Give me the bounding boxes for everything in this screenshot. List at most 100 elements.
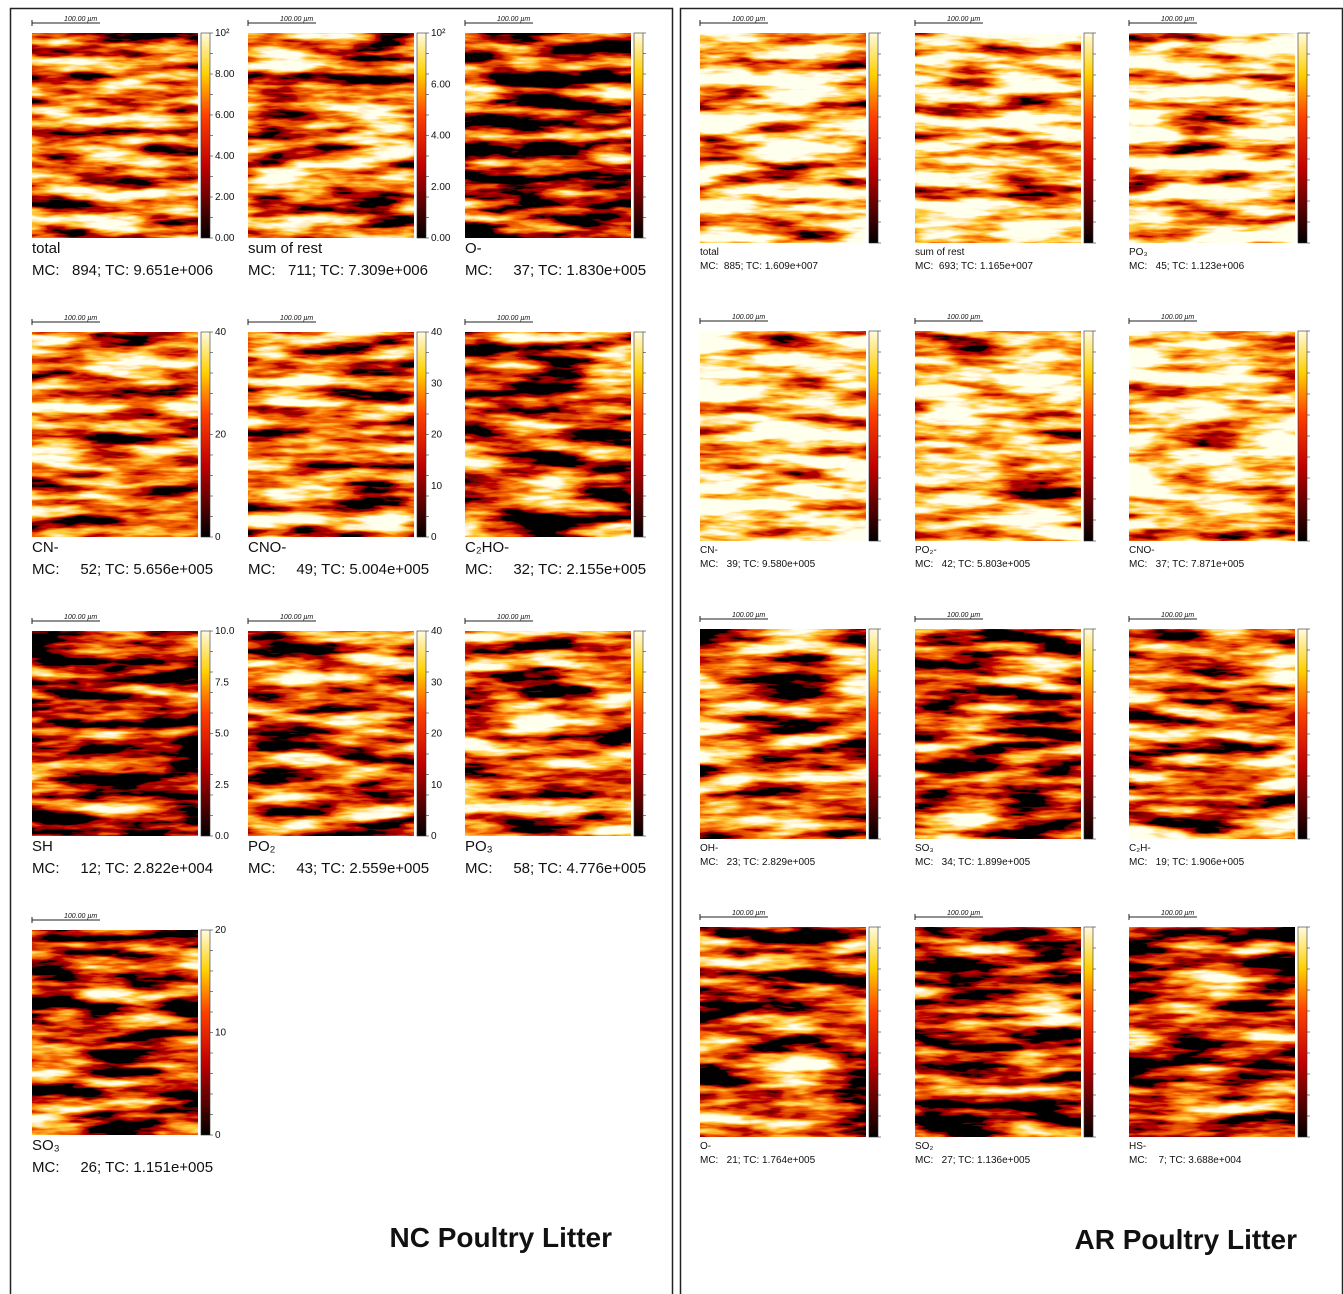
ion-map: 100.00 µm10²8.006.004.002.000.00totalMC:…: [32, 16, 235, 279]
colorbar: [417, 33, 426, 238]
map-stats: MC: 39; TC: 9.580e+005: [700, 559, 816, 570]
scale-bar-label: 100.00 µm: [280, 315, 313, 322]
map-stats: MC: 34; TC: 1.899e+005: [915, 857, 1031, 868]
panel-title: AR Poultry Litter: [1075, 1224, 1298, 1255]
scale-bar-label: 100.00 µm: [732, 612, 765, 619]
map-stats: MC: 12; TC: 2.822e+004: [32, 860, 213, 877]
scale-bar-label: 100.00 µm: [64, 614, 97, 621]
ion-map: 100.00 µmO-MC: 37; TC: 1.830e+005: [465, 16, 646, 279]
scale-bar-label: 100.00 µm: [1161, 910, 1194, 917]
map-image: [465, 631, 631, 836]
map-image: [915, 927, 1081, 1137]
colorbar-tick-label: 7.5: [215, 677, 229, 688]
colorbar-tick-label: 20: [431, 430, 443, 441]
colorbar: [869, 33, 878, 243]
map-label: SH: [32, 838, 53, 855]
scale-bar-label: 100.00 µm: [497, 614, 530, 621]
colorbar: [1298, 331, 1307, 541]
scale-bar-label: 100.00 µm: [280, 16, 313, 23]
colorbar-tick-label: 10.0: [215, 626, 235, 637]
scale-bar-label: 100.00 µm: [64, 913, 97, 920]
map-image: [32, 631, 198, 836]
colorbar-tick-label: 10²: [215, 28, 230, 39]
map-stats: MC: 37; TC: 7.871e+005: [1129, 559, 1245, 570]
colorbar-tick-label: 40: [431, 626, 443, 637]
colorbar-tick-label: 0.00: [431, 233, 451, 244]
map-image: [248, 332, 414, 537]
map-stats: MC: 21; TC: 1.764e+005: [700, 1155, 816, 1166]
map-stats: MC: 26; TC: 1.151e+005: [32, 1159, 213, 1176]
map-label: PO₂-: [915, 545, 937, 556]
colorbar: [1084, 33, 1093, 243]
scale-bar-label: 100.00 µm: [1161, 612, 1194, 619]
colorbar: [634, 631, 643, 836]
colorbar-tick-label: 0: [215, 532, 221, 543]
map-image: [915, 331, 1081, 541]
scale-bar-label: 100.00 µm: [732, 314, 765, 321]
map-image: [465, 33, 631, 238]
scale-bar-label: 100.00 µm: [280, 614, 313, 621]
colorbar: [869, 927, 878, 1137]
colorbar-tick-label: 0.00: [215, 233, 235, 244]
colorbar: [1084, 927, 1093, 1137]
map-stats: MC: 45; TC: 1.123e+006: [1129, 261, 1245, 272]
map-label: CNO-: [248, 539, 286, 556]
map-stats: MC: 23; TC: 2.829e+005: [700, 857, 816, 868]
map-label: O-: [700, 1141, 711, 1152]
map-label: CNO-: [1129, 545, 1155, 556]
map-label: CN-: [700, 545, 718, 556]
map-label: OH-: [700, 843, 718, 854]
map-label: C₂H-: [1129, 843, 1151, 854]
colorbar: [201, 332, 210, 537]
map-label: sum of rest: [915, 247, 965, 258]
map-label: PO₂: [248, 838, 276, 855]
colorbar-tick-label: 4.00: [215, 151, 235, 162]
colorbar-tick-label: 2.00: [215, 192, 235, 203]
map-label: SO₃: [32, 1137, 60, 1154]
colorbar: [634, 332, 643, 537]
map-stats: MC: 43; TC: 2.559e+005: [248, 860, 429, 877]
map-stats: MC: 19; TC: 1.906e+005: [1129, 857, 1245, 868]
colorbar: [1084, 629, 1093, 839]
colorbar-tick-label: 0: [431, 831, 437, 842]
ion-map: 100.00 µm C₂H- MC: 19; TC: 1.906e+005: [1129, 612, 1310, 868]
map-stats: MC: 52; TC: 5.656e+005: [32, 561, 213, 578]
map-image: [32, 930, 198, 1135]
map-stats: MC: 693; TC: 1.165e+007: [915, 261, 1033, 272]
colorbar: [201, 33, 210, 238]
scale-bar-label: 100.00 µm: [1161, 314, 1194, 321]
map-label: C₂HO-: [465, 539, 509, 556]
map-stats: MC: 885; TC: 1.609e+007: [700, 261, 818, 272]
colorbar-tick-label: 0.0: [215, 831, 229, 842]
colorbar-tick-label: 0: [215, 1130, 221, 1141]
map-image: [915, 629, 1081, 839]
scale-bar-label: 100.00 µm: [64, 16, 97, 23]
colorbar: [634, 33, 643, 238]
map-label: O-: [465, 240, 482, 257]
colorbar-tick-label: 6.00: [431, 79, 451, 90]
map-image: [700, 33, 866, 243]
map-stats: MC: 49; TC: 5.004e+005: [248, 561, 429, 578]
map-label: total: [700, 247, 719, 258]
scale-bar-label: 100.00 µm: [1161, 16, 1194, 23]
map-image: [248, 33, 414, 238]
map-label: total: [32, 240, 60, 257]
map-stats: MC: 7; TC: 3.688e+004: [1129, 1155, 1242, 1166]
ion-map: 100.00 µmO-MC: 21; TC: 1.764e+005: [700, 910, 881, 1166]
colorbar-tick-label: 40: [215, 327, 227, 338]
colorbar-tick-label: 4.00: [431, 131, 451, 142]
colorbar: [417, 631, 426, 836]
map-image: [700, 331, 866, 541]
colorbar-tick-label: 2.5: [215, 780, 229, 791]
scale-bar-label: 100.00 µm: [64, 315, 97, 322]
colorbar-tick-label: 20: [431, 729, 443, 740]
scale-bar-label: 100.00 µm: [947, 910, 980, 917]
